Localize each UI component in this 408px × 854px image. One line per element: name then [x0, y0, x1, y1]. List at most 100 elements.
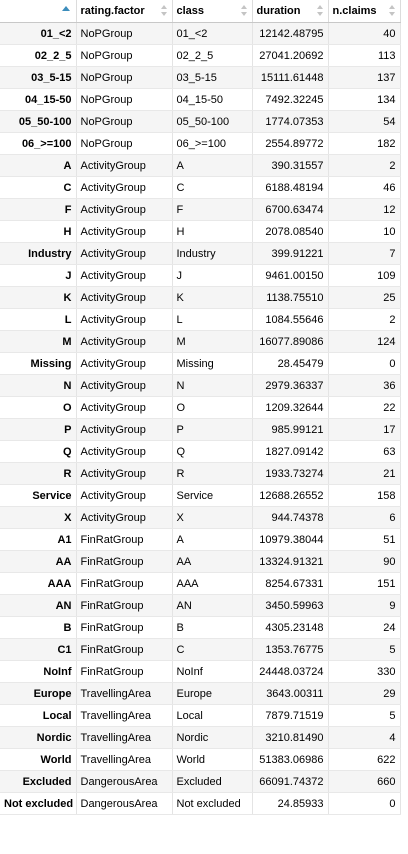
table-row: P ActivityGroup P 985.99121 17	[0, 418, 401, 441]
column-header-class[interactable]: class	[172, 0, 253, 23]
n-claims-cell: 46	[328, 176, 401, 199]
class-cell: Not excluded	[172, 792, 253, 815]
class-cell: World	[172, 748, 253, 771]
column-header-rownames[interactable]	[0, 0, 77, 23]
duration-cell: 28.45479	[252, 352, 329, 375]
class-cell: L	[172, 308, 253, 331]
rating-factor-cell: ActivityGroup	[76, 220, 173, 243]
column-header-duration[interactable]: duration	[252, 0, 329, 23]
table-row: L ActivityGroup L 1084.55646 2	[0, 308, 401, 331]
duration-cell: 2554.89772	[252, 132, 329, 155]
n-claims-cell: 36	[328, 374, 401, 397]
duration-cell: 3210.81490	[252, 726, 329, 749]
n-claims-cell: 4	[328, 726, 401, 749]
class-cell: 02_2_5	[172, 44, 253, 67]
duration-cell: 16077.89086	[252, 330, 329, 353]
row-name-cell: C1	[0, 638, 77, 661]
table-row: Excluded DangerousArea Excluded 66091.74372…	[0, 770, 401, 793]
row-name-cell: Europe	[0, 682, 77, 705]
n-claims-cell: 90	[328, 550, 401, 573]
row-name-cell: Excluded	[0, 770, 77, 793]
duration-cell: 12142.48795	[252, 22, 329, 45]
table-row: O ActivityGroup O 1209.32644 22	[0, 396, 401, 419]
n-claims-cell: 113	[328, 44, 401, 67]
duration-cell: 3450.59963	[252, 594, 329, 617]
row-name-cell: P	[0, 418, 77, 441]
table-row: C1 FinRatGroup C 1353.76775 5	[0, 638, 401, 661]
class-cell: X	[172, 506, 253, 529]
n-claims-cell: 158	[328, 484, 401, 507]
rating-factor-cell: ActivityGroup	[76, 154, 173, 177]
class-cell: C	[172, 176, 253, 199]
rating-factor-cell: ActivityGroup	[76, 418, 173, 441]
class-cell: O	[172, 396, 253, 419]
rating-factor-cell: ActivityGroup	[76, 484, 173, 507]
duration-cell: 390.31557	[252, 154, 329, 177]
row-name-cell: 06_>=100	[0, 132, 77, 155]
duration-cell: 12688.26552	[252, 484, 329, 507]
duration-cell: 13324.91321	[252, 550, 329, 573]
duration-cell: 1827.09142	[252, 440, 329, 463]
class-cell: K	[172, 286, 253, 309]
n-claims-cell: 21	[328, 462, 401, 485]
rating-factor-cell: FinRatGroup	[76, 616, 173, 639]
rating-factor-cell: NoPGroup	[76, 66, 173, 89]
duration-cell: 1209.32644	[252, 396, 329, 419]
rating-factor-cell: FinRatGroup	[76, 594, 173, 617]
class-cell: Local	[172, 704, 253, 727]
n-claims-cell: 134	[328, 88, 401, 111]
n-claims-cell: 24	[328, 616, 401, 639]
class-cell: AN	[172, 594, 253, 617]
table-row: Service ActivityGroup Service 12688.26552 15…	[0, 484, 401, 507]
duration-cell: 51383.06986	[252, 748, 329, 771]
duration-cell: 10979.38044	[252, 528, 329, 551]
table-row: Nordic TravellingArea Nordic 3210.81490 4	[0, 726, 401, 749]
row-name-cell: 01_<2	[0, 22, 77, 45]
duration-cell: 1774.07353	[252, 110, 329, 133]
rating-factor-cell: ActivityGroup	[76, 396, 173, 419]
rating-factor-cell: NoPGroup	[76, 88, 173, 111]
table-row: A ActivityGroup A 390.31557 2	[0, 154, 401, 177]
row-name-cell: N	[0, 374, 77, 397]
table-row: Missing ActivityGroup Missing 28.45479 0	[0, 352, 401, 375]
row-name-cell: A	[0, 154, 77, 177]
class-cell: Nordic	[172, 726, 253, 749]
rating-factor-cell: TravellingArea	[76, 748, 173, 771]
table-row: NoInf FinRatGroup NoInf 24448.03724 330	[0, 660, 401, 683]
class-cell: B	[172, 616, 253, 639]
column-header-rating-factor[interactable]: rating.factor	[76, 0, 173, 23]
table-row: M ActivityGroup M 16077.89086 124	[0, 330, 401, 353]
sort-both-icon	[160, 4, 168, 18]
rating-factor-cell: NoPGroup	[76, 110, 173, 133]
table-row: Europe TravellingArea Europe 3643.00311 29	[0, 682, 401, 705]
table-row: B FinRatGroup B 4305.23148 24	[0, 616, 401, 639]
table-row: AA FinRatGroup AA 13324.91321 90	[0, 550, 401, 573]
class-cell: R	[172, 462, 253, 485]
class-cell: J	[172, 264, 253, 287]
duration-cell: 7492.32245	[252, 88, 329, 111]
row-name-cell: A1	[0, 528, 77, 551]
n-claims-cell: 622	[328, 748, 401, 771]
rating-factor-cell: FinRatGroup	[76, 528, 173, 551]
class-cell: H	[172, 220, 253, 243]
class-cell: 05_50-100	[172, 110, 253, 133]
duration-cell: 24.85933	[252, 792, 329, 815]
sort-both-icon	[316, 4, 324, 18]
duration-cell: 2078.08540	[252, 220, 329, 243]
class-cell: Industry	[172, 242, 253, 265]
n-claims-cell: 12	[328, 198, 401, 221]
row-name-cell: AN	[0, 594, 77, 617]
n-claims-cell: 2	[328, 308, 401, 331]
duration-cell: 2979.36337	[252, 374, 329, 397]
n-claims-cell: 9	[328, 594, 401, 617]
row-name-cell: M	[0, 330, 77, 353]
n-claims-cell: 10	[328, 220, 401, 243]
column-header-label: duration	[256, 5, 301, 17]
duration-cell: 66091.74372	[252, 770, 329, 793]
column-header-n-claims[interactable]: n.claims	[328, 0, 401, 23]
rating-factor-cell: FinRatGroup	[76, 638, 173, 661]
row-name-cell: R	[0, 462, 77, 485]
table-row: A1 FinRatGroup A 10979.38044 51	[0, 528, 401, 551]
n-claims-cell: 54	[328, 110, 401, 133]
